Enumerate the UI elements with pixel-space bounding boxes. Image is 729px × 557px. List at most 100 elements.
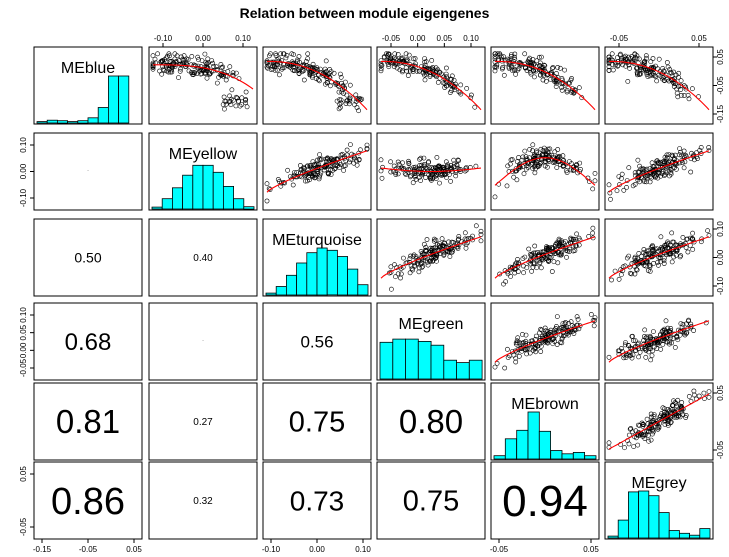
correlation-value: 0.56: [300, 332, 333, 351]
scatter-point: [622, 445, 627, 451]
scatter-point: [522, 160, 528, 166]
scatter-point: [574, 231, 579, 237]
scatter-point: [644, 251, 649, 257]
scatter-point: [428, 245, 433, 251]
scatter-point: [660, 405, 666, 411]
scatter-point: [410, 56, 416, 62]
scatter-point: [521, 270, 526, 276]
scatter-point: [447, 167, 453, 173]
scatter-point: [519, 157, 525, 163]
scatter-point: [264, 198, 270, 204]
scatter-point: [529, 268, 534, 274]
scatter-point: [384, 58, 390, 63]
scatter-point: [563, 161, 569, 167]
correlation-value: 0.81: [56, 403, 120, 440]
scatter-point: [196, 57, 201, 63]
scatter-point: [234, 95, 240, 101]
scatter-point: [239, 95, 245, 101]
scatter-point: [194, 71, 200, 76]
scatter-point: [456, 233, 462, 239]
scatter-point: [641, 247, 647, 252]
scatter-point: [615, 348, 621, 354]
scatter-point: [294, 174, 300, 180]
scatter-point: [353, 92, 359, 98]
scatter-point: [502, 365, 508, 371]
scatter-point: [706, 389, 712, 394]
scatter-point: [655, 169, 661, 175]
scatter-point: [228, 102, 234, 108]
scatter-point: [209, 58, 215, 63]
histogram-bar: [493, 455, 506, 460]
scatter-point: [236, 98, 241, 104]
scatter-point: [395, 271, 401, 277]
scatter-point: [651, 247, 657, 253]
scatter-point: [276, 179, 282, 184]
axis-tick-label: -0.05: [79, 545, 98, 554]
scatter-point: [531, 154, 536, 160]
scatter-point: [388, 286, 394, 292]
histogram-bar: [161, 198, 173, 210]
scatter-point: [437, 180, 442, 186]
panel-mebrown-mebrown: MEbrown: [490, 382, 600, 461]
scatter-point: [562, 67, 567, 73]
axis-tick-label: -0.05: [716, 440, 725, 459]
scatter-point: [400, 255, 406, 261]
histogram-bar: [202, 164, 214, 210]
scatter-point: [538, 60, 543, 66]
scatter-point: [558, 252, 564, 258]
scatter-point: [569, 76, 574, 81]
scatter-point: [421, 72, 427, 78]
scatter-point: [204, 75, 210, 81]
smoother-line: [381, 60, 482, 111]
scatter-point: [530, 264, 536, 270]
scatter-point: [429, 256, 434, 261]
scatter-point: [181, 53, 187, 59]
scatter-point: [642, 167, 648, 173]
correlation-value: 0.68: [65, 329, 112, 356]
scatter-point: [315, 171, 321, 177]
scatter-point: [472, 104, 478, 110]
panel-mebrown-megreen: 0.80: [376, 382, 486, 461]
scatter-point: [270, 59, 276, 65]
scatter-point: [279, 66, 285, 72]
scatter-point: [440, 164, 446, 170]
scatter-point: [627, 270, 633, 276]
scatter-point: [508, 273, 513, 279]
scatter-point: [530, 142, 536, 148]
panel-meyellow-meblue: -: [33, 132, 143, 211]
scatter-point: [378, 66, 384, 72]
histogram-bar: [668, 530, 680, 539]
scatter-point: [403, 51, 409, 57]
scatter-point: [452, 87, 457, 93]
scatter-point: [678, 78, 684, 84]
scatter-point: [609, 51, 615, 57]
scatter-point: [658, 332, 663, 337]
scatter-point: [321, 167, 327, 173]
scatter-point: [346, 101, 352, 107]
scatter-point: [267, 187, 273, 192]
scatter-point: [652, 246, 658, 252]
scatter-point: [317, 152, 322, 157]
scatter-point: [606, 57, 612, 63]
scatter-point: [590, 230, 595, 236]
scatter-point: [537, 260, 542, 266]
scatter-point: [423, 247, 429, 253]
scatter-point: [388, 264, 394, 270]
scatter-point: [443, 65, 449, 71]
scatter-point: [172, 56, 178, 62]
scatter-point: [532, 74, 537, 80]
scatter-point: [220, 102, 226, 107]
scatter-point: [310, 159, 316, 164]
scatter-point: [615, 63, 620, 69]
scatter-point: [671, 157, 677, 163]
scatter-point: [545, 257, 551, 263]
scatter-point: [440, 80, 446, 86]
scatter-point: [677, 146, 682, 151]
histogram-bar: [192, 164, 204, 210]
scatter-point: [661, 258, 667, 263]
scatter-point: [391, 64, 397, 70]
scatter-point: [379, 63, 385, 68]
scatter-point: [516, 353, 522, 359]
scatter-point: [393, 172, 399, 177]
